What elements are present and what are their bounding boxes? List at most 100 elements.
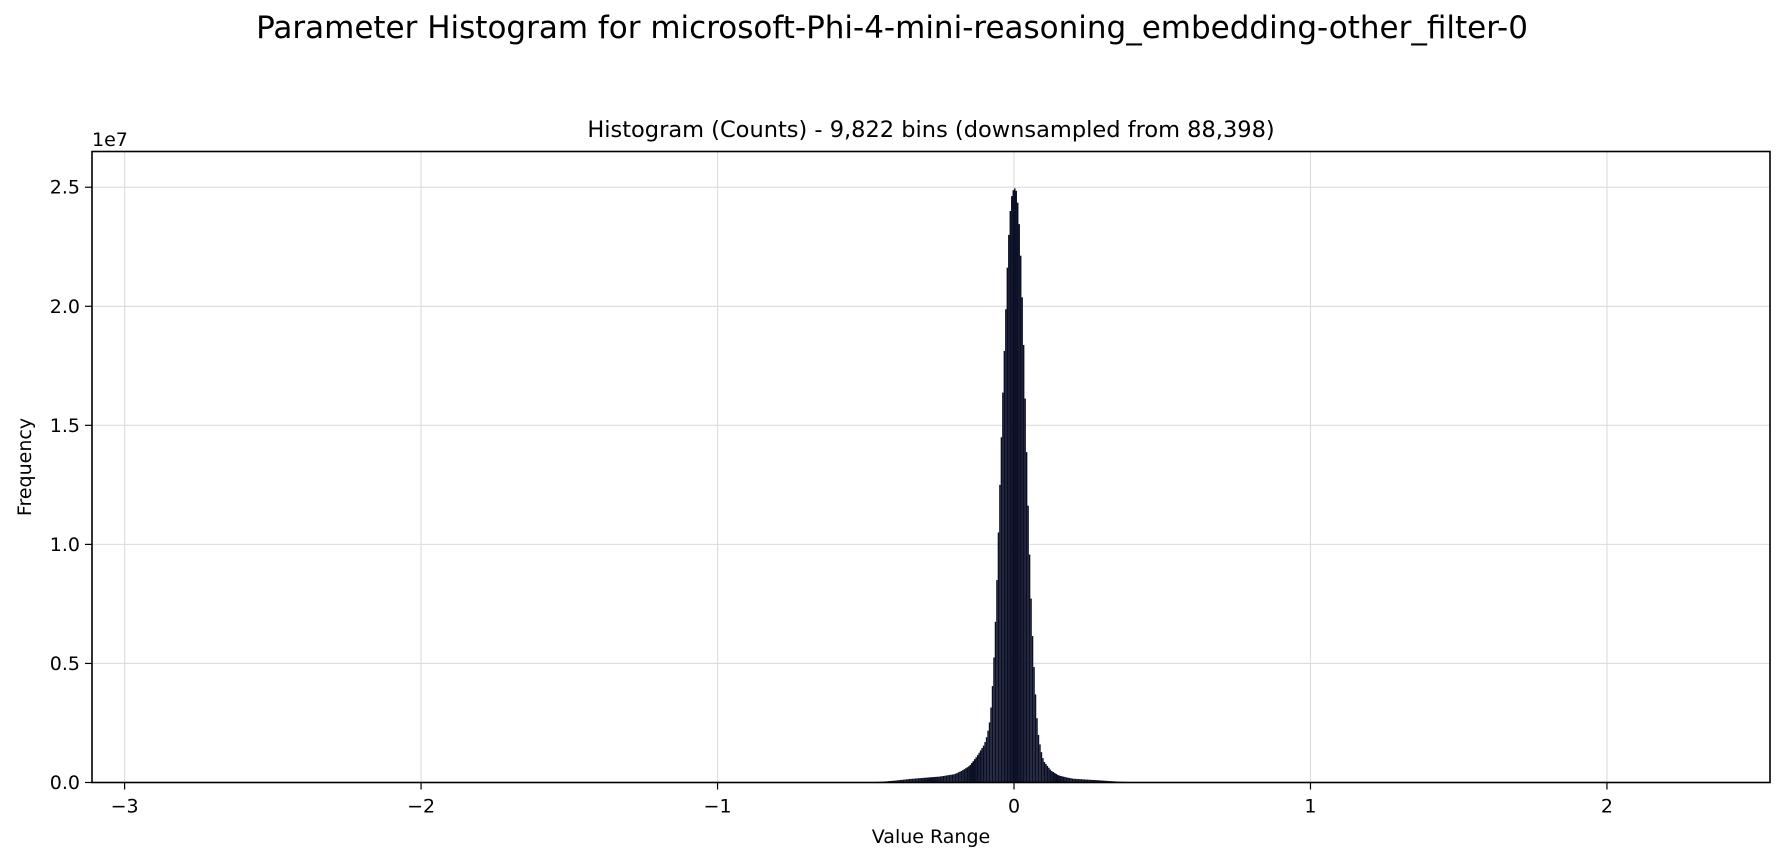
- histogram-bar: [1056, 774, 1059, 783]
- histogram-bar: [1048, 767, 1050, 783]
- x-tick-label: −3: [111, 796, 139, 818]
- histogram-bar: [1034, 694, 1037, 783]
- histogram-bar: [1074, 778, 1077, 783]
- histogram-bar: [991, 686, 994, 783]
- histogram-bar: [1067, 777, 1069, 783]
- y-tick-label: 2.0: [50, 296, 80, 318]
- plot-frame: [91, 150, 1771, 784]
- histogram-bar: [997, 532, 1000, 783]
- histogram-bar: [904, 779, 906, 783]
- histogram-bar: [939, 776, 942, 783]
- histogram-bar: [960, 770, 963, 783]
- histogram-bar: [1022, 344, 1025, 783]
- histogram-bar: [1083, 779, 1086, 783]
- histogram-bar: [984, 742, 986, 783]
- histogram-bar: [1014, 188, 1016, 783]
- histogram-bar: [905, 779, 908, 783]
- histogram-bar: [1064, 777, 1066, 783]
- histogram-bar: [1073, 778, 1075, 783]
- histogram-bar: [929, 777, 931, 783]
- histogram-bar: [956, 773, 958, 783]
- histogram-bar: [944, 775, 946, 783]
- y-tick-label: 2.5: [50, 177, 80, 199]
- histogram-bar: [1054, 772, 1056, 783]
- histogram-bar: [981, 747, 983, 783]
- histogram-bar: [902, 779, 905, 783]
- x-tick-label: 2: [1601, 796, 1613, 818]
- histogram-bar: [926, 777, 929, 783]
- histogram-bar: [951, 774, 954, 783]
- histogram-bar: [957, 772, 960, 783]
- histogram-bar: [1059, 775, 1062, 783]
- histogram-bar: [899, 780, 902, 783]
- histogram-bar: [996, 580, 998, 783]
- histogram-bar: [901, 779, 903, 783]
- histogram-bar: [919, 778, 921, 783]
- histogram-bar: [975, 757, 977, 783]
- histogram-bar: [1006, 267, 1009, 783]
- y-tick-label: 0.0: [50, 772, 80, 794]
- histogram-bar: [1037, 734, 1040, 783]
- histogram-bar: [1089, 779, 1092, 783]
- histogram-bar: [1080, 779, 1083, 783]
- axis-ticks: −3 −2 −1 0 1 2 0.0 0.5 1.0 1.5 2.0 2.5: [50, 177, 1613, 818]
- x-tick-label: 0: [1008, 796, 1020, 818]
- histogram-bar: [1025, 452, 1028, 783]
- histogram-bar: [1019, 255, 1022, 783]
- histogram-bar: [1040, 752, 1043, 783]
- histogram-bar: [1024, 398, 1026, 783]
- histogram-bar: [935, 776, 937, 783]
- histogram-bar: [954, 773, 957, 783]
- histogram-bar: [922, 777, 924, 783]
- histogram-bar: [969, 764, 972, 783]
- histogram-bar: [976, 755, 979, 783]
- histogram-bar: [911, 778, 914, 783]
- histogram-bar: [890, 780, 893, 783]
- histogram-bar: [1008, 234, 1010, 783]
- histogram-bar: [896, 780, 899, 783]
- histogram-bar: [1052, 772, 1055, 783]
- histogram-bar: [1051, 771, 1053, 783]
- histogram-bar: [982, 745, 985, 783]
- histogram-bar: [959, 771, 961, 783]
- histogram-bar: [979, 750, 982, 783]
- histogram-bar: [925, 777, 927, 783]
- histogram-bar: [987, 730, 989, 783]
- histogram-bar: [895, 780, 897, 783]
- histogram-bar: [945, 775, 948, 783]
- histogram-bar: [933, 776, 936, 783]
- histogram-bar: [1101, 780, 1103, 783]
- histogram-bar: [913, 778, 915, 783]
- histogram-bar: [898, 780, 900, 783]
- histogram-bar: [1062, 776, 1065, 783]
- histogram-bar: [971, 762, 973, 783]
- histogram-bar: [985, 737, 988, 783]
- histogram-bar: [1088, 779, 1090, 783]
- histogram-bar: [1043, 762, 1046, 783]
- histogram-bar: [1005, 309, 1007, 783]
- histogram-bar: [1065, 777, 1068, 783]
- histogram-bar: [1061, 776, 1063, 783]
- histogram-bar: [947, 775, 949, 783]
- histogram-bar: [1002, 392, 1004, 783]
- histogram-bar: [993, 657, 995, 783]
- histogram-bar: [1033, 667, 1035, 783]
- histogram-bar: [962, 770, 964, 783]
- histogram-bar: [908, 779, 911, 783]
- chart-title: Histogram (Counts) - 9,822 bins (downsam…: [587, 117, 1275, 143]
- histogram-bar: [1058, 775, 1060, 783]
- y-offset-text: 1e7: [92, 129, 128, 151]
- histogram-bar: [1028, 554, 1031, 783]
- histogram-bar: [1071, 778, 1074, 783]
- histogram-bar: [936, 776, 939, 783]
- histogram-bar: [988, 722, 991, 783]
- y-axis-label: Frequency: [14, 418, 36, 516]
- histogram-bar: [1070, 778, 1072, 783]
- histogram-bar: [1079, 779, 1081, 783]
- histogram-bar: [907, 779, 909, 783]
- histogram-bar: [1045, 763, 1047, 783]
- histogram-bar: [923, 777, 926, 783]
- histogram-bar: [1031, 636, 1034, 783]
- histogram-bar: [928, 777, 930, 783]
